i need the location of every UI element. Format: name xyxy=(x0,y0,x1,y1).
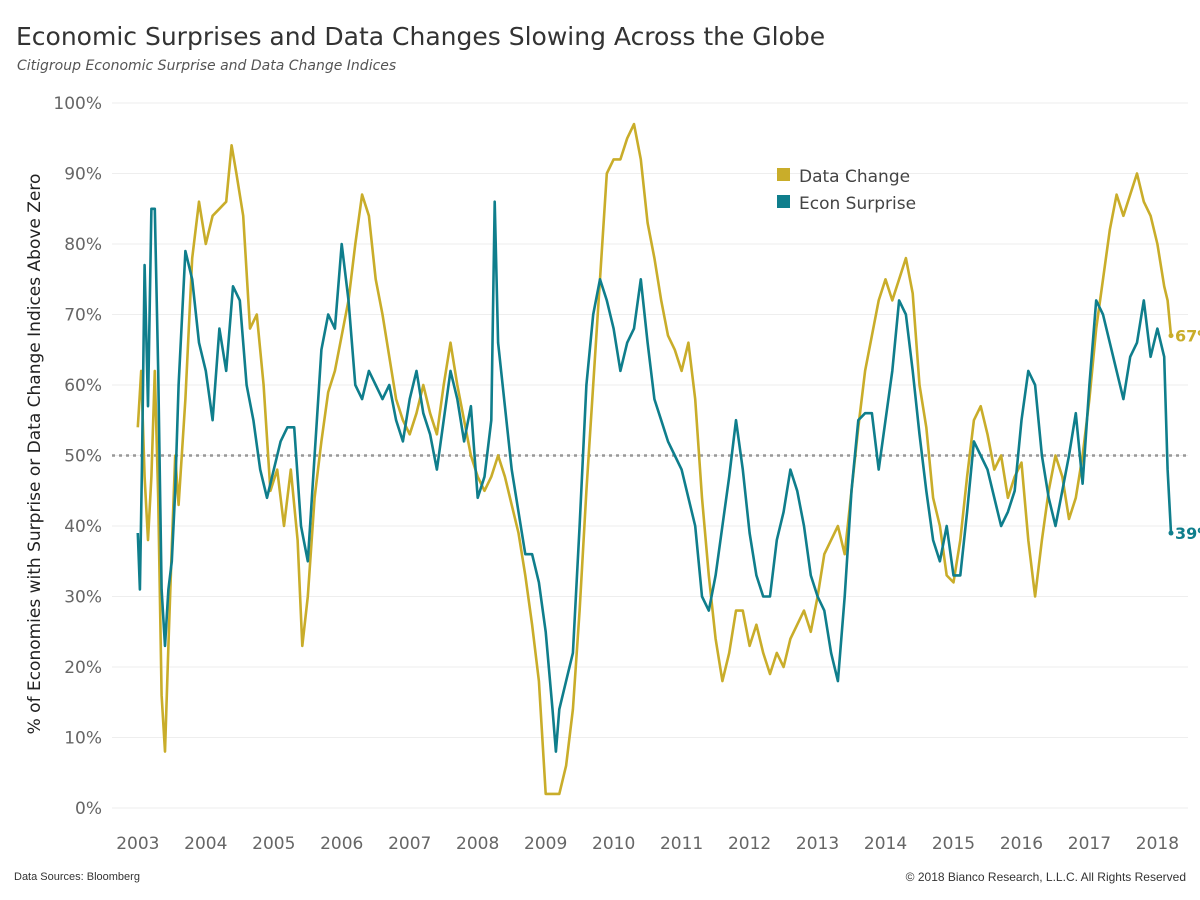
x-tick-label: 2009 xyxy=(524,834,567,854)
x-tick-label: 2017 xyxy=(1068,834,1111,854)
x-tick-label: 2004 xyxy=(184,834,227,854)
legend-swatch-data-change xyxy=(777,168,790,181)
x-tick-label: 2016 xyxy=(1000,834,1043,854)
x-tick-label: 2007 xyxy=(388,834,431,854)
x-tick-label: 2014 xyxy=(864,834,907,854)
x-tick-label: 2003 xyxy=(116,834,159,854)
x-tick-label: 2015 xyxy=(932,834,975,854)
x-axis-ticks: 2003 2004 2005 2006 2007 2008 2009 2010 2011 2012… xyxy=(116,834,1179,854)
legend-swatch-econ-surprise xyxy=(777,195,790,208)
series-end-label: 67% xyxy=(1175,327,1200,346)
series-end-label: 39% xyxy=(1175,524,1200,543)
x-tick-label: 2012 xyxy=(728,834,771,854)
series-line-0 xyxy=(136,122,1173,796)
y-tick-label: 80% xyxy=(64,235,102,255)
y-tick-label: 70% xyxy=(64,306,102,326)
y-tick-label: 40% xyxy=(64,517,102,537)
x-tick-label: 2011 xyxy=(660,834,703,854)
data-source-note: Data Sources: Bloomberg xyxy=(14,871,140,883)
y-tick-label: 10% xyxy=(64,729,102,749)
x-tick-label: 2010 xyxy=(592,834,635,854)
chart-subtitle: Citigroup Economic Surprise and Data Cha… xyxy=(17,58,397,74)
x-tick-label: 2013 xyxy=(796,834,839,854)
legend-label-econ-surprise: Econ Surprise xyxy=(799,194,916,214)
x-tick-label: 2006 xyxy=(320,834,363,854)
y-tick-label: 60% xyxy=(64,376,102,396)
series-end-point xyxy=(1168,530,1174,536)
y-tick-label: 100% xyxy=(53,94,102,114)
legend: Data Change Econ Surprise xyxy=(777,167,916,214)
y-tick-label: 50% xyxy=(64,447,102,467)
series-line-1 xyxy=(136,200,1173,753)
x-tick-label: 2018 xyxy=(1136,834,1179,854)
x-tick-label: 2008 xyxy=(456,834,499,854)
x-tick-label: 2005 xyxy=(252,834,295,854)
legend-label-data-change: Data Change xyxy=(799,167,910,187)
y-tick-label: 30% xyxy=(64,588,102,608)
series-layer xyxy=(136,122,1173,796)
end-labels: 67% 39% xyxy=(1168,327,1200,543)
y-axis-ticks: 0% 10% 20% 30% 40% 50% 60% 70% 80% 90% 100% xyxy=(53,94,102,819)
copyright-note: © 2018 Bianco Research, L.L.C. All Right… xyxy=(905,870,1186,884)
gridlines xyxy=(112,102,1188,809)
y-axis-label: % of Economies with Surprise or Data Cha… xyxy=(25,174,45,735)
y-tick-label: 20% xyxy=(64,658,102,678)
y-tick-label: 90% xyxy=(64,165,102,185)
y-tick-label: 0% xyxy=(75,799,102,819)
series-end-point xyxy=(1168,333,1174,339)
chart-title: Economic Surprises and Data Changes Slow… xyxy=(16,22,826,51)
